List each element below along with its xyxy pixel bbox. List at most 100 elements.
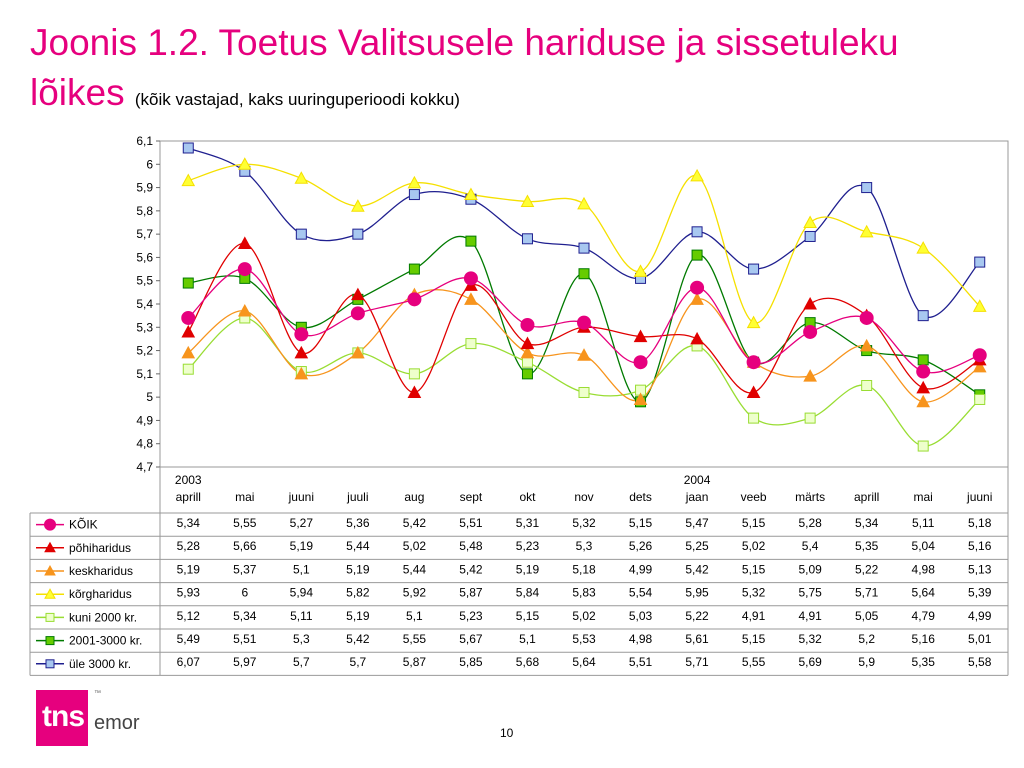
x-tick-label: aprill bbox=[854, 490, 879, 504]
table-cell: 5,23 bbox=[516, 539, 540, 553]
table-cell: 5,7 bbox=[293, 655, 310, 669]
table-cell: 5,64 bbox=[572, 655, 596, 669]
table-cell: 5,23 bbox=[459, 609, 483, 623]
table-cell: 5,95 bbox=[685, 586, 709, 600]
data-point-3-9 bbox=[690, 168, 704, 182]
legend-label: kõrgharidus bbox=[69, 587, 132, 601]
x-tick-label: mai bbox=[914, 490, 933, 504]
table-cell: 5,58 bbox=[968, 655, 992, 669]
data-point-3-5 bbox=[464, 187, 478, 201]
table-cell: 5,51 bbox=[629, 655, 653, 669]
y-tick-label: 5,4 bbox=[136, 297, 153, 311]
legend-label: keskharidus bbox=[69, 564, 133, 578]
table-cell: 5,15 bbox=[516, 609, 540, 623]
data-point-0-5 bbox=[463, 271, 478, 286]
data-point-6-6 bbox=[521, 233, 533, 245]
x-tick-label: dets bbox=[629, 490, 652, 504]
table-cell: 5,66 bbox=[233, 539, 257, 553]
data-point-2-13 bbox=[916, 394, 931, 408]
table-cell: 5,71 bbox=[685, 655, 709, 669]
data-point-2-0 bbox=[181, 345, 196, 359]
data-point-3-14 bbox=[972, 299, 987, 312]
data-point-6-13 bbox=[917, 310, 929, 322]
logo-name: emor bbox=[94, 712, 140, 734]
table-cell: 5,27 bbox=[290, 516, 314, 530]
table-cell: 5,05 bbox=[855, 609, 879, 623]
table-cell: 5,34 bbox=[177, 516, 201, 530]
data-point-2-14 bbox=[972, 359, 987, 373]
data-point-0-11 bbox=[803, 324, 818, 339]
data-point-6-12 bbox=[861, 182, 873, 194]
table-cell: 5,1 bbox=[519, 632, 536, 646]
data-point-2-3 bbox=[351, 345, 365, 359]
data-point-1-0 bbox=[181, 324, 196, 338]
x-tick-label: jaan bbox=[685, 490, 709, 504]
data-point-2-6 bbox=[520, 345, 535, 359]
table-cell: 5,11 bbox=[290, 609, 313, 623]
tns-emor-logo: tns ™ emor bbox=[36, 690, 146, 746]
y-tick-label: 4,8 bbox=[136, 437, 153, 451]
data-point-4-6 bbox=[521, 356, 533, 368]
table-cell: 5,68 bbox=[516, 655, 540, 669]
data-point-3-4 bbox=[407, 175, 422, 189]
data-point-1-13 bbox=[916, 380, 931, 394]
data-point-0-7 bbox=[577, 315, 591, 330]
table-cell: 5,09 bbox=[798, 562, 822, 576]
data-point-0-9 bbox=[690, 280, 705, 295]
x-tick-label: juuni bbox=[288, 490, 314, 504]
table-cell: 5,11 bbox=[912, 516, 935, 530]
table-cell: 5,36 bbox=[346, 516, 370, 530]
data-point-2-5 bbox=[464, 292, 478, 305]
table-cell: 5,51 bbox=[459, 516, 483, 530]
data-point-0-0 bbox=[181, 310, 196, 325]
table-cell: 5,28 bbox=[798, 516, 822, 530]
legend-marker-2 bbox=[44, 564, 56, 576]
data-point-0-3 bbox=[350, 306, 365, 321]
y-tick-label: 5,2 bbox=[136, 344, 153, 358]
table-cell: 5,15 bbox=[742, 516, 766, 530]
data-point-3-6 bbox=[520, 194, 535, 208]
y-tick-label: 5 bbox=[146, 390, 153, 404]
data-point-0-8 bbox=[633, 355, 648, 370]
table-cell: 5,93 bbox=[177, 586, 201, 600]
table-cell: 5,19 bbox=[516, 562, 540, 576]
data-point-1-3 bbox=[351, 287, 365, 301]
data-point-1-2 bbox=[294, 345, 309, 359]
series-line-3 bbox=[188, 163, 981, 324]
y-tick-label: 5,6 bbox=[136, 250, 153, 264]
table-cell: 5,3 bbox=[293, 632, 310, 646]
table-cell: 5,3 bbox=[576, 539, 593, 553]
data-point-5-4 bbox=[408, 263, 420, 275]
table-cell: 4,99 bbox=[968, 609, 992, 623]
data-point-1-11 bbox=[803, 296, 817, 310]
table-cell: 5,37 bbox=[233, 562, 257, 576]
data-point-1-6 bbox=[520, 336, 535, 350]
x-tick-label: nov bbox=[574, 490, 593, 504]
table-cell: 5,54 bbox=[629, 586, 653, 600]
table-cell: 6 bbox=[241, 586, 248, 600]
data-point-3-12 bbox=[859, 224, 874, 238]
table-cell: 5,02 bbox=[403, 539, 427, 553]
table-cell: 5,44 bbox=[346, 539, 370, 553]
data-point-6-11 bbox=[804, 230, 816, 242]
table-cell: 5,15 bbox=[742, 562, 766, 576]
table-cell: 5,12 bbox=[177, 609, 201, 623]
data-point-0-6 bbox=[520, 317, 535, 332]
x-tick-label: aprill bbox=[176, 490, 201, 504]
legend-marker-4 bbox=[45, 612, 55, 622]
table-cell: 5,16 bbox=[912, 632, 936, 646]
data-point-3-0 bbox=[181, 173, 196, 187]
data-point-1-8 bbox=[633, 329, 648, 343]
x-tick-label: juuli bbox=[346, 490, 368, 504]
title-line2: lõikes bbox=[30, 72, 125, 113]
table-cell: 5,55 bbox=[403, 632, 427, 646]
table-cell: 5,64 bbox=[912, 586, 936, 600]
table-cell: 5,9 bbox=[858, 655, 875, 669]
table-cell: 5,83 bbox=[572, 586, 596, 600]
data-point-4-7 bbox=[578, 386, 590, 398]
table-cell: 4,98 bbox=[912, 562, 936, 576]
y-tick-label: 5,5 bbox=[136, 274, 153, 288]
data-point-4-5 bbox=[465, 338, 477, 350]
table-cell: 5,82 bbox=[346, 586, 370, 600]
y-tick-label: 6,1 bbox=[136, 134, 153, 148]
